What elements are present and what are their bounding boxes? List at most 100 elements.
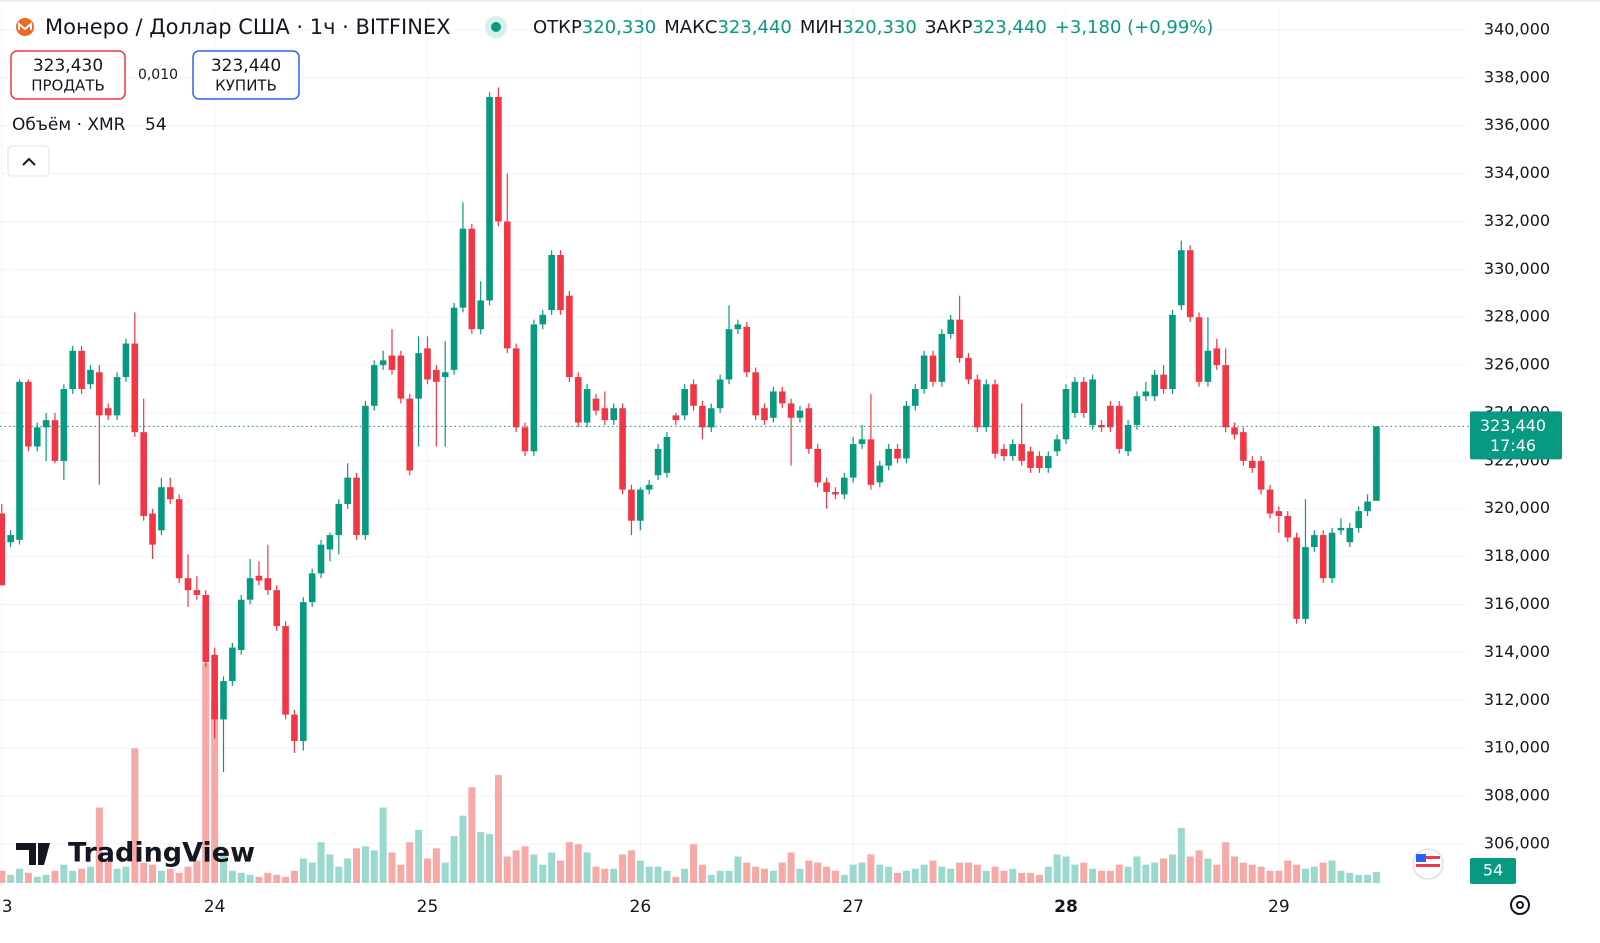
volume-bar	[725, 870, 733, 883]
ohlc-value: 320,330	[842, 17, 916, 38]
ohlc-value: 323,440	[717, 17, 791, 38]
volume-bar	[193, 860, 201, 883]
volume-bar	[326, 854, 334, 883]
volume-bar	[361, 846, 369, 883]
candle-body	[450, 307, 458, 370]
y-tick-label: 334,000	[1484, 163, 1550, 182]
volume-bar	[1000, 870, 1008, 883]
volume-bar	[131, 748, 139, 883]
volume-bar	[752, 866, 760, 883]
volume-bar	[246, 874, 254, 883]
candle-body	[1062, 389, 1070, 440]
buy-button[interactable]	[192, 50, 300, 100]
volume-bar	[831, 870, 839, 883]
candle-body	[1319, 535, 1327, 579]
volume-bar	[1115, 864, 1123, 883]
candle-body	[1346, 527, 1354, 543]
x-tick-label: 29	[1268, 897, 1290, 917]
volume-bar	[255, 876, 263, 883]
candle-body	[300, 602, 307, 741]
collapse-icon	[22, 157, 36, 166]
buy-label: КУПИТЬ	[215, 77, 277, 95]
volume-bar	[379, 807, 387, 883]
candle-body	[1195, 317, 1203, 382]
volume-bar	[1018, 872, 1026, 883]
candle-body	[33, 427, 41, 447]
ohlc-value: 323,440	[972, 17, 1046, 38]
x-tick-label: 24	[204, 897, 226, 917]
candle-body	[7, 535, 14, 543]
candle-body	[433, 369, 440, 382]
volume-bar	[894, 872, 902, 883]
candle-body	[202, 594, 210, 662]
coin-icon	[16, 18, 34, 36]
volume-bar	[1364, 874, 1372, 883]
candle-body	[1275, 511, 1283, 516]
volume-bar	[796, 868, 804, 883]
candle-body	[557, 254, 564, 311]
candle-body	[654, 448, 662, 476]
ohlc-legend: ОТКР320,330 МАКС323,440 МИН320,330 ЗАКР323,…	[533, 17, 1213, 38]
candle-body	[761, 408, 768, 421]
volume-bar	[947, 868, 955, 883]
candle-body	[503, 221, 511, 349]
volume-bar	[663, 870, 671, 883]
settings-icon-center	[1516, 901, 1524, 909]
volume-bar	[1142, 864, 1150, 883]
candle-body	[663, 436, 671, 473]
y-tick-label: 320,000	[1484, 498, 1550, 517]
collapse-button[interactable]	[7, 145, 50, 177]
sell-button[interactable]	[10, 50, 126, 100]
candle-body	[734, 324, 742, 330]
volume-bar	[1319, 862, 1327, 883]
candle-body	[885, 448, 892, 466]
volume-bar	[237, 872, 245, 883]
candle-body	[415, 353, 422, 399]
volume-bar	[1372, 871, 1380, 883]
volume-bar	[33, 876, 41, 883]
volume-bar	[1346, 872, 1354, 883]
flag-stripe	[1416, 864, 1440, 867]
candle-body	[965, 357, 972, 380]
ohlc-label: ОТКР	[533, 17, 582, 38]
candle-body	[104, 408, 112, 416]
volume-bar	[69, 870, 77, 883]
candle-body	[681, 389, 688, 416]
candle-body	[1036, 456, 1043, 469]
volume-bar	[645, 866, 653, 883]
candle-body	[291, 714, 298, 741]
candle-body	[1373, 426, 1380, 501]
candle-body	[1186, 250, 1194, 318]
candle-body	[903, 405, 910, 459]
candle-body	[1293, 537, 1300, 619]
candle-body	[1018, 444, 1025, 461]
candle-body	[920, 355, 928, 390]
volume-bar	[353, 848, 361, 883]
candle-body	[929, 355, 937, 382]
candle-body	[956, 319, 963, 358]
volume-bar	[441, 862, 449, 883]
candle-body	[264, 578, 272, 591]
volume-bar	[1097, 870, 1105, 883]
volume-bar	[1106, 870, 1114, 883]
candle-body	[308, 573, 316, 603]
volume-bar	[317, 842, 325, 883]
volume-bar	[0, 870, 6, 883]
volume-bar	[521, 846, 529, 883]
volume-bar	[423, 858, 431, 883]
candle-body	[1364, 501, 1371, 512]
volume-bar	[273, 874, 281, 883]
candle-body	[1098, 424, 1105, 428]
volume-bar	[1213, 864, 1221, 883]
volume-bar	[432, 848, 440, 883]
coin-icon-mark	[18, 21, 32, 31]
candle-body	[1266, 489, 1274, 514]
volume-bar	[344, 858, 352, 883]
candle-body	[1142, 391, 1150, 397]
y-tick-label: 306,000	[1484, 833, 1550, 852]
candle-body	[752, 372, 759, 416]
candle-body	[991, 384, 999, 454]
volume-bar	[1053, 854, 1061, 883]
settings-icon[interactable]	[1510, 895, 1530, 915]
y-tick-label: 318,000	[1484, 546, 1550, 565]
